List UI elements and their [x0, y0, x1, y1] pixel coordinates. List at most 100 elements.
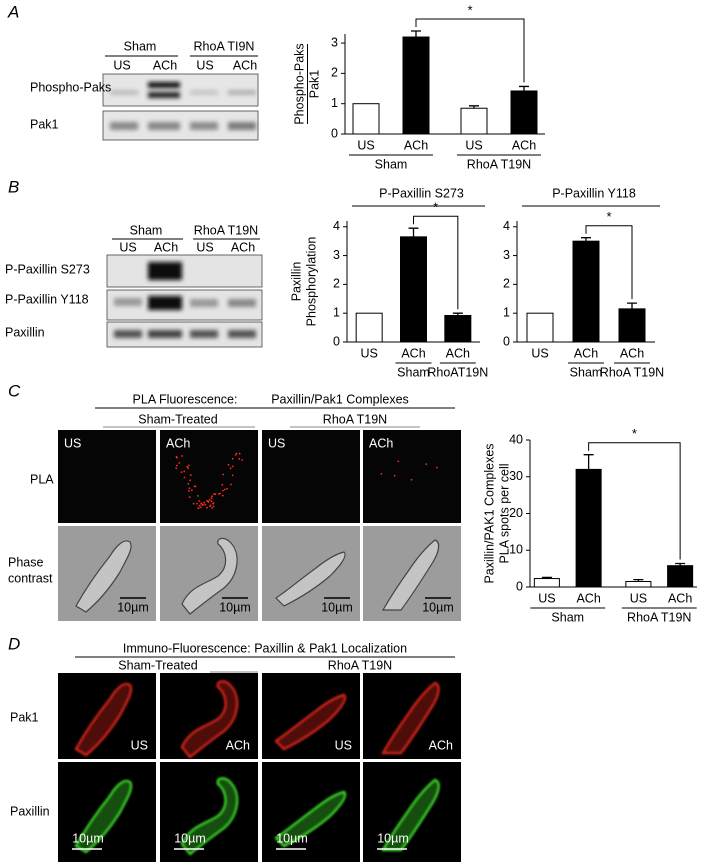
pla-spot: [231, 474, 234, 477]
cell: [74, 779, 133, 854]
bar: [572, 240, 600, 343]
label: ACh: [620, 346, 644, 360]
cell-edge: [274, 693, 347, 751]
pla-spot: [176, 464, 178, 467]
pla-spot: [235, 452, 238, 455]
pla-spot: [210, 497, 213, 499]
pla-spot: [175, 455, 178, 458]
significance-bracket: [413, 215, 459, 310]
label: Paxillin/PAK1 Complexes: [482, 443, 496, 583]
label: ACh: [512, 138, 536, 152]
error-bar: [519, 85, 529, 91]
label: Phospho-Paks: [292, 43, 306, 124]
pla-spot: [213, 493, 215, 495]
label: 0: [331, 126, 338, 140]
label: ACh: [153, 58, 177, 72]
cell: [275, 551, 346, 607]
pla-spot: [226, 487, 228, 490]
pla-spot: [219, 492, 221, 495]
significance-bracket: [588, 442, 681, 560]
pla-spot: [207, 500, 210, 503]
pla-image: [58, 430, 156, 523]
label: *: [467, 2, 472, 17]
pla-spot: [190, 489, 193, 492]
label: 3: [333, 248, 340, 262]
label: Phosphorylation: [304, 237, 318, 327]
label: ACh: [231, 240, 255, 254]
cell-glow: [276, 792, 346, 846]
pla-spot: [187, 482, 190, 485]
bar: [355, 312, 383, 343]
bar: [352, 103, 380, 135]
label: 4: [333, 219, 340, 233]
error-bar: [581, 237, 591, 242]
label: RhoA T19N: [600, 365, 664, 379]
label: RhoA T19N: [328, 658, 392, 672]
label: US: [113, 58, 130, 72]
label: *: [606, 209, 611, 224]
label: RhoA T19N: [467, 157, 531, 171]
bar: [533, 578, 560, 588]
cell-glow: [76, 683, 132, 755]
pla-spot: [198, 504, 201, 507]
label: Phase: [8, 555, 43, 569]
label: 10µm: [72, 831, 104, 845]
cell-shape: [381, 539, 440, 611]
label: Sham: [570, 365, 603, 379]
pla-spot: [435, 466, 438, 469]
label: US: [531, 346, 548, 360]
label: US: [196, 240, 213, 254]
pla-spot: [188, 496, 191, 499]
cell-shape: [181, 537, 238, 615]
label: contrast: [8, 571, 53, 585]
label: US: [357, 138, 374, 152]
label: ACh: [369, 436, 393, 450]
cell: [274, 693, 347, 751]
label: 1: [331, 96, 338, 110]
cell: [75, 540, 132, 613]
cell: [274, 790, 347, 848]
pla-image: [363, 430, 461, 523]
pla-spot: [208, 498, 211, 501]
cell-edge: [74, 682, 133, 757]
label: Paxillin: [10, 804, 50, 818]
label: US: [64, 436, 81, 450]
label: Sham: [124, 39, 157, 53]
pla-spot: [183, 476, 186, 479]
error-bar: [408, 227, 419, 237]
pla-spot: [211, 506, 213, 509]
pla-spot: [209, 505, 211, 508]
label: Sham: [551, 610, 584, 624]
pla-spot: [211, 495, 213, 498]
pla-spot: [188, 490, 190, 492]
blot-a: [102, 73, 259, 141]
label: PLA: [30, 472, 54, 486]
pla-spot: [200, 502, 203, 505]
label: C: [8, 381, 21, 400]
pla-spot: [197, 507, 200, 510]
cell: [181, 537, 238, 615]
label: 2: [331, 66, 338, 80]
bar: [444, 314, 472, 343]
label: 10µm: [276, 831, 308, 845]
bar: [575, 468, 602, 588]
label: Sham: [397, 365, 430, 379]
label: Pak1: [10, 710, 39, 724]
pla-spot: [241, 459, 243, 461]
error-bar: [469, 105, 479, 109]
label: US: [268, 436, 285, 450]
pla-spot: [231, 465, 234, 468]
pla-spot: [212, 502, 215, 504]
bar: [460, 107, 488, 135]
label: US: [360, 346, 377, 360]
label: 4: [503, 219, 510, 233]
cell-edge: [381, 681, 440, 755]
label: 30: [509, 469, 523, 483]
label: ACh: [401, 346, 425, 360]
pla-spot: [189, 474, 192, 476]
bar: [402, 36, 430, 135]
label: 2: [503, 277, 510, 291]
label: 10µm: [321, 600, 353, 614]
label: 10µm: [377, 831, 409, 845]
